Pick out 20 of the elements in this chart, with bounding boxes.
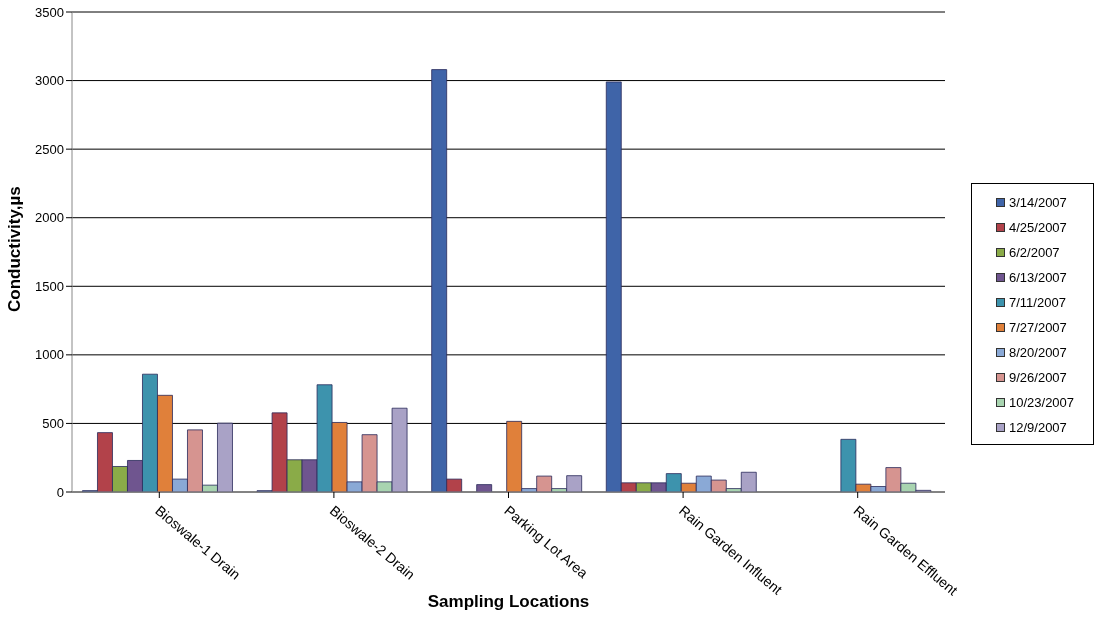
y-tick-label: 2000	[35, 210, 64, 226]
legend-label: 12/9/2007	[1009, 420, 1067, 435]
y-tick-label: 1000	[35, 347, 64, 363]
y-axis-title: Conductivity,µs	[5, 186, 25, 312]
x-axis-title: Sampling Locations	[427, 592, 590, 611]
legend-label: 7/11/2007	[1009, 295, 1066, 310]
legend-label: 9/26/2007	[1009, 370, 1067, 385]
legend-label: 3/14/2007	[1009, 195, 1067, 210]
y-tick-label: 3500	[35, 4, 64, 20]
legend-label: 6/2/2007	[1009, 245, 1060, 260]
legend-label: 10/23/2007	[1009, 395, 1075, 410]
y-tick-label: 3000	[35, 73, 64, 89]
legend-label: 8/20/2007	[1009, 345, 1067, 360]
y-tick-label: 0	[56, 484, 64, 500]
legend-label: 6/13/2007	[1009, 270, 1067, 285]
y-tick-label: 1500	[35, 278, 64, 294]
legend-label: 7/27/2007	[1009, 320, 1067, 335]
y-tick-label: 2500	[35, 141, 64, 157]
legend-label: 4/25/2007	[1009, 220, 1067, 235]
y-tick-label: 500	[42, 416, 64, 432]
